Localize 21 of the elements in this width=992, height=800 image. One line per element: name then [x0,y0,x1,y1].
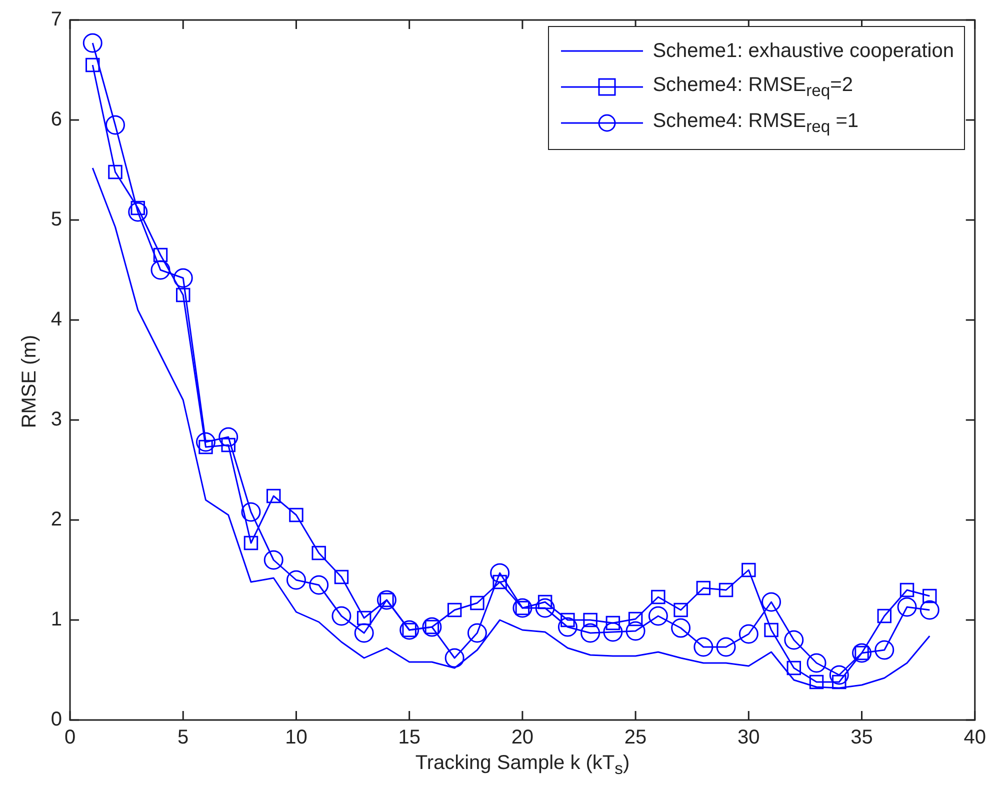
legend-label: Scheme1: exhaustive cooperation [652,40,954,62]
x-tick-label: 25 [624,726,647,749]
legend-label: Scheme4: RMSE$_{req}$ =1 [652,110,859,136]
x-tick-label: 30 [738,726,760,749]
x-tick-label: 5 [178,726,189,749]
y-tick-label: 7 [50,8,62,31]
x-tick-label: 40 [964,726,986,749]
x-tick-label: 35 [850,726,873,749]
y-tick-label: 4 [50,308,62,331]
x-tick-label: 10 [285,726,308,749]
y-tick-label: 3 [50,408,62,431]
legend-label: Scheme4: RMSE$_{req}$=2 [652,74,853,100]
y-axis-title: RMSE (m) [18,334,42,430]
x-axis-title: Tracking Sample k (kT$_{s}$) [414,752,631,779]
x-tick-label: 20 [511,726,534,749]
y-tick-label: 0 [50,708,62,731]
y-tick-label: 5 [50,208,62,231]
y-tick-label: 6 [50,108,62,131]
y-tick-label: 2 [50,508,62,531]
y-tick-label: 1 [50,608,62,631]
x-tick-label: 15 [398,726,420,749]
